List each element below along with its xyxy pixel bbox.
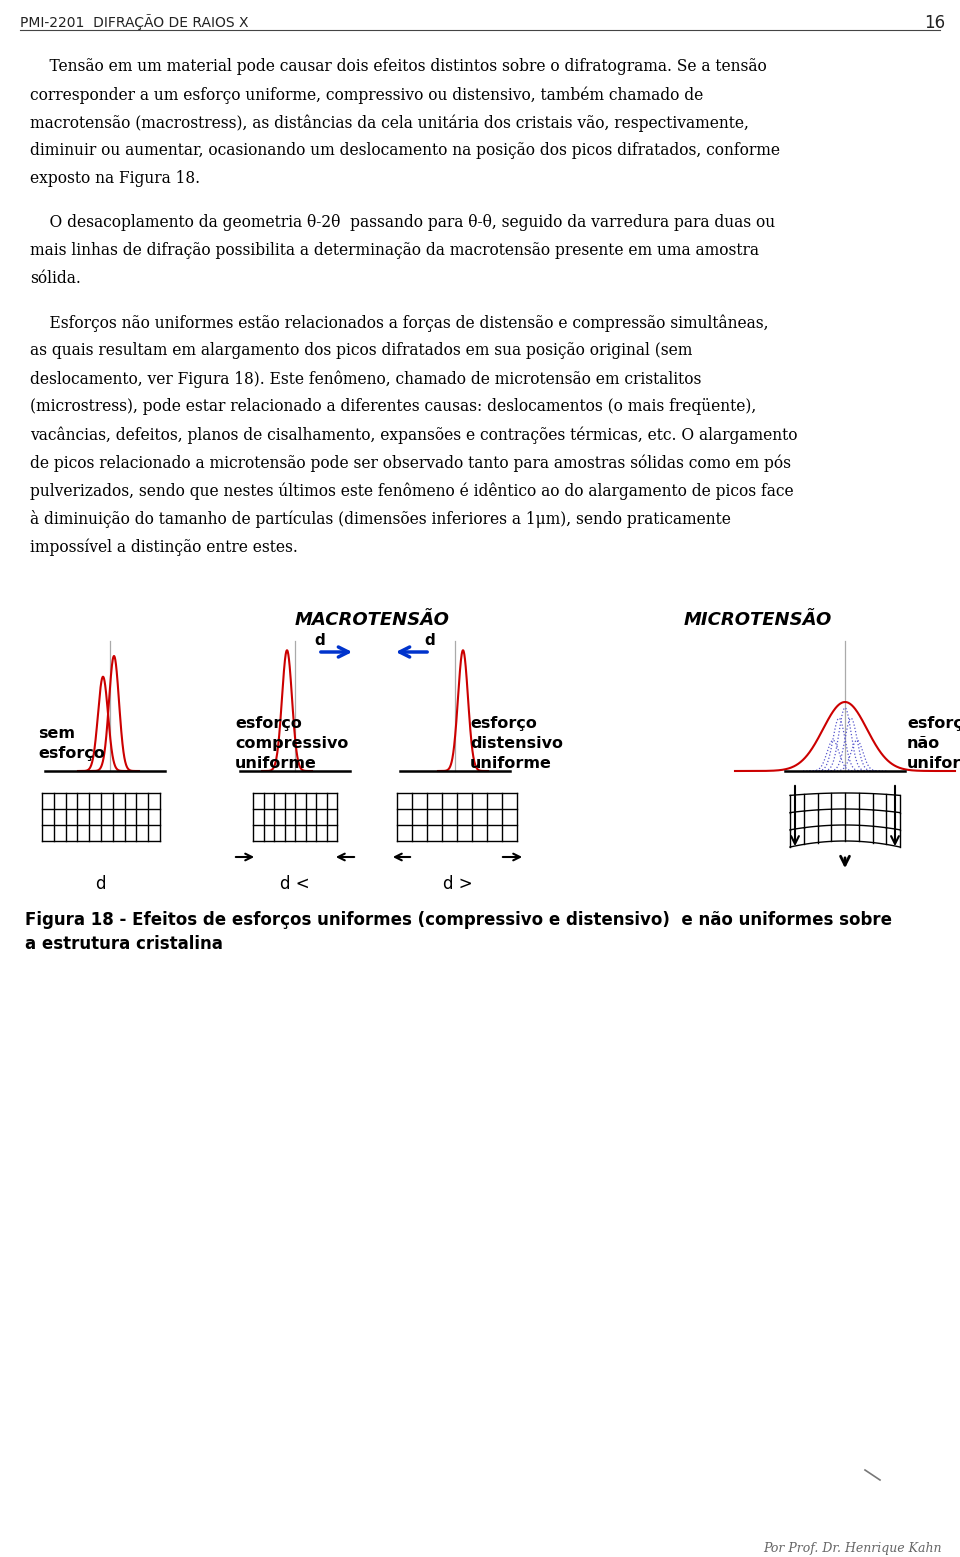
Text: de picos relacionado a microtensão pode ser observado tanto para amostras sólida: de picos relacionado a microtensão pode … (30, 455, 791, 472)
Text: d: d (315, 634, 325, 648)
Text: (‪microstress‬), pode estar relacionado a diferentes causas: deslocamentos (o ma: (‪microstress‬), pode estar relacionado … (30, 399, 756, 416)
Text: diminuir ou aumentar, ocasionando um deslocamento na posição dos picos difratado: diminuir ou aumentar, ocasionando um des… (30, 142, 780, 159)
Text: esforço
compressivo
uniforme: esforço compressivo uniforme (235, 716, 348, 771)
Text: exposto na Figura 18.: exposto na Figura 18. (30, 170, 200, 187)
Text: sem
esforço: sem esforço (38, 726, 105, 761)
Text: a estrutura cristalina: a estrutura cristalina (25, 936, 223, 953)
Text: corresponder a um esforço uniforme, compressivo ou distensivo, também chamado de: corresponder a um esforço uniforme, comp… (30, 86, 704, 103)
Text: as quais resultam em alargamento dos picos difratados em sua posição original (s: as quais resultam em alargamento dos pic… (30, 343, 692, 360)
Text: d: d (424, 634, 436, 648)
Text: MACROTENSÃO: MACROTENSÃO (295, 610, 449, 629)
Text: pulverizados, sendo que nestes últimos este fenômeno é idêntico ao do alargament: pulverizados, sendo que nestes últimos e… (30, 483, 794, 500)
Text: Por Prof. Dr. Henrique Kahn: Por Prof. Dr. Henrique Kahn (763, 1541, 942, 1555)
Text: vacâncias, defeitos, planos de cisalhamento, expansões e contrações térmicas, et: vacâncias, defeitos, planos de cisalhame… (30, 427, 798, 444)
Text: macrotensão (‪macrostress‬), as distâncias da cela unitária dos cristais vão, re: macrotensão (‪macrostress‬), as distânci… (30, 114, 749, 131)
Text: deslocamento, ver Figura 18). Este fenômeno, chamado de microtensão em cristalit: deslocamento, ver Figura 18). Este fenôm… (30, 371, 702, 388)
Text: esforço
não
uniforme: esforço não uniforme (907, 716, 960, 771)
Text: sólida.: sólida. (30, 269, 81, 286)
Text: PMI-2201  DIFRAÇÃO DE RAIOS X: PMI-2201 DIFRAÇÃO DE RAIOS X (20, 14, 249, 30)
Text: impossível a distinção entre estes.: impossível a distinção entre estes. (30, 539, 298, 556)
Text: Tensão em um material pode causar dois efeitos distintos sobre o difratograma. S: Tensão em um material pode causar dois e… (30, 58, 767, 75)
Text: à diminuição do tamanho de partículas (dimensões inferiores a 1μm), sendo pratic: à diminuição do tamanho de partículas (d… (30, 511, 731, 528)
Text: d <: d < (280, 875, 310, 894)
Text: O desacoplamento da geometria θ-2θ  passando para θ-θ, seguido da varredura para: O desacoplamento da geometria θ-2θ passa… (30, 213, 775, 230)
Text: Esforços não uniformes estão relacionados a forças de distensão e compressão sim: Esforços não uniformes estão relacionado… (30, 315, 769, 332)
Text: esforço
distensivo
uniforme: esforço distensivo uniforme (470, 716, 563, 771)
Text: d: d (95, 875, 106, 894)
Text: d >: d > (444, 875, 473, 894)
Text: 16: 16 (924, 14, 945, 33)
Text: mais linhas de difração possibilita a determinação da macrotensão presente em um: mais linhas de difração possibilita a de… (30, 241, 759, 258)
Text: Figura 18 - Efeitos de esforços uniformes (compressivo e distensivo)  e não unif: Figura 18 - Efeitos de esforços uniforme… (25, 911, 892, 930)
Text: MICROTENSÃO: MICROTENSÃO (684, 610, 832, 629)
